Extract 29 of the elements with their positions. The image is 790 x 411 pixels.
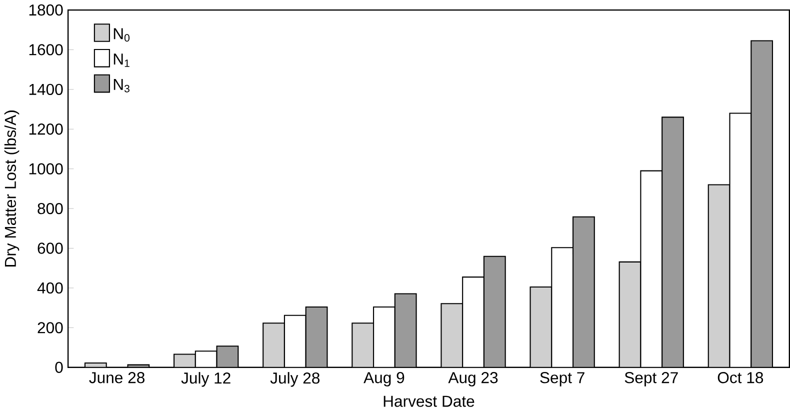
y-tick-label: 0 bbox=[55, 362, 63, 373]
y-tick-label: 400 bbox=[37, 282, 63, 294]
x-tick-label: June 28 bbox=[89, 372, 144, 384]
bar bbox=[708, 184, 730, 368]
bar bbox=[440, 302, 464, 368]
x-tick-label: Aug 23 bbox=[448, 372, 498, 386]
x-tick-label: Sept 27 bbox=[624, 372, 678, 386]
bar bbox=[530, 286, 552, 368]
y-tick-label: 200 bbox=[38, 322, 63, 334]
y-axis-title: Dry Matter Lost (lbs/A) bbox=[4, 110, 20, 266]
x-tick-label: Oct 18 bbox=[718, 372, 764, 384]
x-tick-label: July 12 bbox=[181, 372, 230, 387]
y-tick-label: 1000 bbox=[29, 163, 63, 174]
legend-label: N$_{1}$ bbox=[114, 53, 130, 67]
y-tick-label: 1800 bbox=[29, 4, 63, 16]
y-tick-label: 800 bbox=[38, 202, 63, 214]
bar bbox=[352, 322, 374, 368]
bar bbox=[262, 322, 285, 368]
legend-label: N$_{0}$ bbox=[114, 28, 130, 42]
x-tick-label: Aug 9 bbox=[364, 372, 404, 386]
bar bbox=[618, 261, 642, 368]
x-tick-label: July 28 bbox=[270, 372, 320, 387]
legend-label: N$_{3}$ bbox=[114, 78, 130, 92]
y-tick-label: 1200 bbox=[29, 123, 63, 135]
x-tick-label: Sept 7 bbox=[540, 372, 584, 386]
y-tick-label: 600 bbox=[38, 242, 63, 254]
y-tick-label: 1400 bbox=[29, 84, 63, 95]
x-axis-title: Harvest Date bbox=[384, 396, 474, 407]
y-tick-label: 1600 bbox=[29, 44, 63, 56]
